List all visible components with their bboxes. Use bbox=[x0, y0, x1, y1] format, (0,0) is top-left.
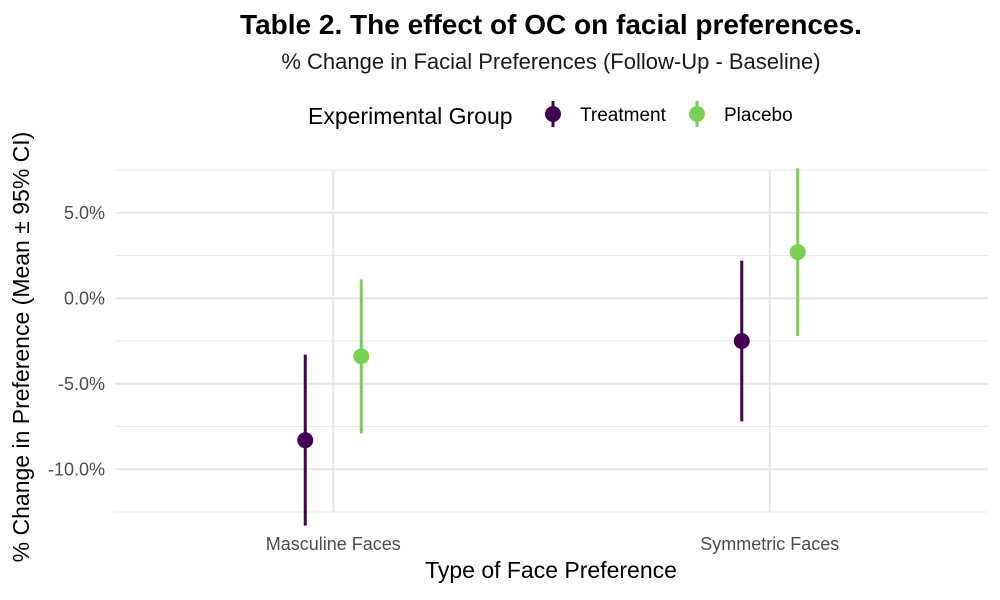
chart-title: Table 2. The effect of OC on facial pref… bbox=[240, 9, 862, 40]
chart-subtitle: % Change in Facial Preferences (Follow-U… bbox=[281, 49, 820, 74]
legend-label: Treatment bbox=[580, 105, 667, 126]
data-marks bbox=[297, 168, 806, 526]
legend-title: Experimental Group bbox=[308, 103, 513, 129]
y-axis-label: % Change in Preference (Mean ± 95% CI) bbox=[8, 132, 34, 563]
data-point bbox=[733, 333, 750, 349]
gridlines bbox=[115, 169, 988, 513]
y-tick-label: -10.0% bbox=[48, 459, 105, 479]
data-point bbox=[353, 348, 370, 365]
legend: Experimental Group Treatment Placebo bbox=[308, 101, 793, 129]
legend-label: Placebo bbox=[724, 105, 793, 126]
x-axis-label: Type of Face Preference bbox=[425, 557, 677, 583]
y-tick-label: 5.0% bbox=[64, 203, 105, 223]
y-tick-label: 0.0% bbox=[64, 288, 105, 308]
x-tick-label: Masculine Faces bbox=[266, 534, 401, 554]
x-tick-label: Symmetric Faces bbox=[700, 534, 839, 554]
y-tick-label: -5.0% bbox=[58, 374, 105, 394]
data-point bbox=[297, 432, 314, 449]
legend-key-point bbox=[689, 106, 705, 122]
y-axis-ticks: -10.0% -5.0% 0.0% 5.0% bbox=[48, 203, 105, 480]
x-axis-ticks: Masculine Faces Symmetric Faces bbox=[266, 534, 840, 554]
data-point bbox=[789, 244, 806, 261]
legend-key-point bbox=[545, 106, 561, 122]
